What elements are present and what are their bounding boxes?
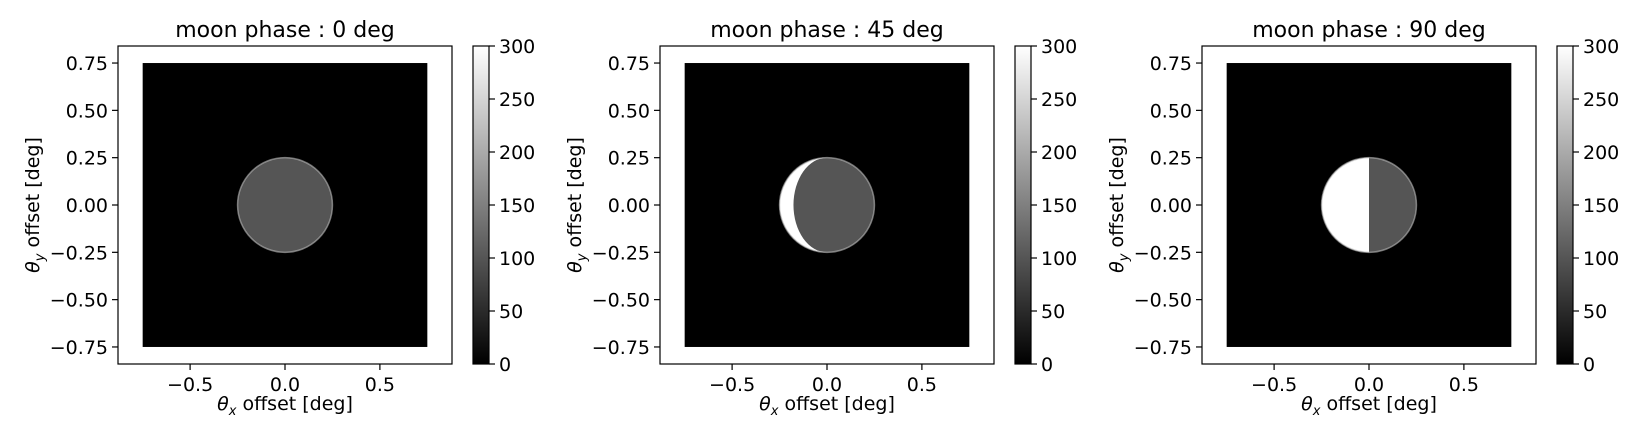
- y-tick-label: −0.25: [50, 242, 108, 264]
- colorbar-tick-label: 200: [1583, 142, 1619, 164]
- colorbar-tick-label: 300: [1041, 36, 1077, 58]
- colorbar-tick-label: 250: [499, 89, 535, 111]
- moon-limb: [236, 156, 334, 254]
- moon-limb: [1320, 156, 1418, 254]
- chart-title: moon phase : 45 deg: [710, 18, 944, 43]
- moon-dark-side: [779, 157, 875, 253]
- y-axis-label-text: offset [deg]: [564, 137, 586, 253]
- x-tick-label: 0.0: [812, 374, 842, 396]
- y-axis-label: θy offset [deg]: [564, 137, 590, 273]
- colorbar-tick-label: 0: [1041, 354, 1053, 376]
- y-axis-label-subscript: y: [33, 253, 48, 262]
- x-axis-label-text: offset [deg]: [236, 393, 352, 415]
- y-tick-label: 0.75: [66, 53, 108, 75]
- moon-lit-side: [1321, 157, 1369, 253]
- chart-panel-1: moon phase : 45 deg −0.5 0.0 0.5 0.75 0.50 0.2…: [564, 18, 1077, 419]
- chart-title: moon phase : 90 deg: [1252, 18, 1486, 43]
- colorbar-tick-label: 100: [1583, 248, 1619, 270]
- colorbar-tick-label: 100: [1041, 248, 1077, 270]
- y-axis-label-symbol: θ: [1106, 261, 1128, 273]
- y-tick-label: −0.25: [1134, 242, 1192, 264]
- chart-title: moon phase : 0 deg: [175, 18, 395, 43]
- x-tick-label: 0.0: [270, 374, 300, 396]
- x-tick-label: −0.5: [1251, 374, 1297, 396]
- y-tick-label: −0.50: [50, 290, 108, 312]
- y-tick-label: 0.25: [608, 148, 650, 170]
- colorbar-tick-label: 300: [1583, 36, 1619, 58]
- colorbar-tick-label: 150: [499, 195, 535, 217]
- colorbar: [1556, 45, 1574, 365]
- y-axis-label-subscript: y: [575, 253, 590, 262]
- moon-limb: [778, 156, 876, 254]
- colorbar-tick-label: 50: [1041, 301, 1065, 323]
- colorbar: [1014, 45, 1032, 365]
- colorbar-tick-label: 200: [1041, 142, 1077, 164]
- x-axis-label-subscript: x: [228, 404, 237, 419]
- y-tick-label: 0.50: [608, 100, 650, 122]
- colorbar-tick-label: 50: [1583, 301, 1607, 323]
- y-axis-label-text: offset [deg]: [22, 137, 44, 253]
- y-tick-label: 0.00: [66, 195, 108, 217]
- x-tick-label: −0.5: [167, 374, 213, 396]
- x-axis-label-subscript: x: [1312, 404, 1321, 419]
- colorbar-tick-label: 250: [1583, 89, 1619, 111]
- colorbar-tick-label: 0: [499, 354, 511, 376]
- moon-lit-side: [779, 157, 827, 253]
- x-axis-label-text: offset [deg]: [1320, 393, 1436, 415]
- x-tick-label: 0.0: [1354, 374, 1384, 396]
- x-axis-label-subscript: x: [770, 404, 779, 419]
- chart-panel-0: moon phase : 0 deg −0.5 0.0 0.5 0.75 0.50 0.25…: [22, 18, 535, 419]
- colorbar-tick-label: 50: [499, 301, 523, 323]
- colorbar-tick-label: 150: [1041, 195, 1077, 217]
- y-tick-label: 0.00: [608, 195, 650, 217]
- colorbar-tick-label: 0: [1583, 354, 1595, 376]
- x-axis-label-symbol: θ: [217, 393, 229, 415]
- y-axis-label-symbol: θ: [22, 261, 44, 273]
- y-tick-label: −0.75: [592, 337, 650, 359]
- y-tick-label: 0.50: [1150, 100, 1192, 122]
- x-axis-label-symbol: θ: [1301, 393, 1313, 415]
- y-tick-label: 0.75: [1150, 53, 1192, 75]
- x-axis-label: θx offset [deg]: [217, 393, 353, 419]
- x-axis-label-text: offset [deg]: [778, 393, 894, 415]
- y-axis-label-symbol: θ: [564, 261, 586, 273]
- moon-dark-side: [237, 157, 333, 253]
- x-tick-label: 0.5: [907, 374, 937, 396]
- y-axis-label: θy offset [deg]: [22, 137, 48, 273]
- x-axis-label: θx offset [deg]: [759, 393, 895, 419]
- y-tick-label: −0.75: [1134, 337, 1192, 359]
- x-axis-label-symbol: θ: [759, 393, 771, 415]
- y-tick-label: 0.50: [66, 100, 108, 122]
- y-tick-label: 0.00: [1150, 195, 1192, 217]
- y-tick-label: 0.25: [1150, 148, 1192, 170]
- colorbar-tick-label: 100: [499, 248, 535, 270]
- y-tick-label: 0.25: [66, 148, 108, 170]
- y-tick-label: 0.75: [608, 53, 650, 75]
- chart-panel-2: moon phase : 90 deg −0.5 0.0 0.5 0.75 0.50 0.2…: [1106, 18, 1619, 419]
- x-tick-label: 0.5: [365, 374, 395, 396]
- x-tick-label: 0.5: [1449, 374, 1479, 396]
- y-tick-label: −0.75: [50, 337, 108, 359]
- colorbar-tick-label: 300: [499, 36, 535, 58]
- y-axis-label-text: offset [deg]: [1106, 137, 1128, 253]
- colorbar-tick-label: 200: [499, 142, 535, 164]
- colorbar-tick-label: 150: [1583, 195, 1619, 217]
- x-axis-label: θx offset [deg]: [1301, 393, 1437, 419]
- y-tick-label: −0.50: [1134, 290, 1192, 312]
- y-axis-label-subscript: y: [1117, 253, 1132, 262]
- y-tick-label: −0.25: [592, 242, 650, 264]
- colorbar-tick-label: 250: [1041, 89, 1077, 111]
- y-tick-label: −0.50: [592, 290, 650, 312]
- y-axis-label: θy offset [deg]: [1106, 137, 1132, 273]
- colorbar: [472, 45, 490, 365]
- x-tick-label: −0.5: [709, 374, 755, 396]
